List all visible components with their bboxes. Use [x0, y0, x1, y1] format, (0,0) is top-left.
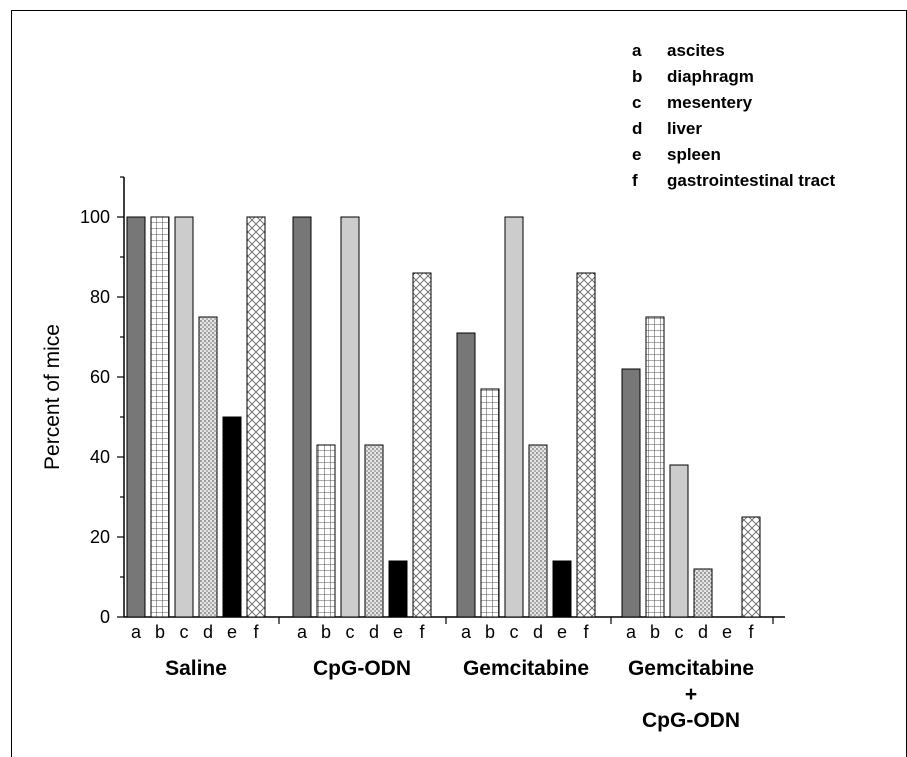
legend-label-d: liver — [667, 119, 702, 138]
bar-2-e — [388, 560, 408, 618]
bar-3-f — [576, 272, 596, 618]
bar-3-a — [456, 332, 476, 618]
bar-3-c — [504, 216, 524, 618]
bar-letter-label: f — [253, 622, 259, 642]
legend-label-c: mesentery — [667, 93, 753, 112]
group-label: Gemcitabine — [463, 657, 589, 680]
y-tick-label: 20 — [90, 527, 110, 547]
bar-3-d — [528, 444, 548, 618]
bar-letter-label: a — [297, 622, 308, 642]
group-label: Saline — [165, 657, 227, 680]
bar-3-b — [480, 388, 500, 618]
bar-2-a — [292, 216, 312, 618]
bar-4-d — [693, 568, 713, 618]
bar-letter-label: b — [650, 622, 660, 642]
group-labels: Saline CpG-ODN Gemcitabine Gemcitabine + CpG-… — [165, 657, 754, 732]
group-label: Gemcitabine — [628, 657, 754, 680]
bar-letter-label: e — [722, 622, 732, 642]
bars — [126, 216, 761, 618]
legend-key-a: a — [632, 41, 642, 60]
y-tick-label: 40 — [90, 447, 110, 467]
bar-4-c — [669, 464, 689, 618]
bar-2-d — [364, 444, 384, 618]
bar-letter-label: e — [557, 622, 567, 642]
bar-4-f — [741, 516, 761, 618]
legend-label-f: gastrointestinal tract — [667, 171, 835, 190]
bar-4-a — [621, 368, 641, 618]
group-label: + — [685, 683, 697, 706]
bar-1-f — [246, 216, 266, 618]
bar-4-b — [645, 316, 665, 618]
legend-label-e: spleen — [667, 145, 721, 164]
bar-2-b — [316, 444, 336, 618]
bar-letter-label: b — [485, 622, 495, 642]
bar-1-d — [198, 316, 218, 618]
y-tick-label: 100 — [80, 207, 110, 227]
bar-letter-label: d — [203, 622, 213, 642]
bar-letter-label: d — [369, 622, 379, 642]
group-label: CpG-ODN — [642, 709, 740, 732]
legend-key-c: c — [632, 93, 641, 112]
bar-1-a — [126, 216, 146, 618]
legend-key-f: f — [632, 171, 638, 190]
bar-letter-label: c — [675, 622, 684, 642]
bar-3-e — [552, 560, 572, 618]
bar-letter-label: f — [748, 622, 754, 642]
group-label: CpG-ODN — [313, 657, 411, 680]
bar-letter-label: d — [533, 622, 543, 642]
bar-letter-label: c — [346, 622, 355, 642]
y-axis-label: Percent of mice — [41, 324, 64, 470]
legend: a ascites b diaphragm c mesentery d liver e splee… — [632, 41, 835, 190]
bar-letter-label: a — [461, 622, 472, 642]
bar-letter-label: f — [419, 622, 425, 642]
legend-label-a: ascites — [667, 41, 725, 60]
bar-2-f — [412, 272, 432, 618]
bar-1-e — [222, 416, 242, 618]
bar-letter-label: b — [321, 622, 331, 642]
bar-1-c — [174, 216, 194, 618]
legend-key-b: b — [632, 67, 642, 86]
bar-letter-label: b — [155, 622, 165, 642]
legend-key-d: d — [632, 119, 642, 138]
y-tick-label: 60 — [90, 367, 110, 387]
bar-letter-label: a — [131, 622, 142, 642]
bar-letter-label: c — [180, 622, 189, 642]
y-tick-label: 80 — [90, 287, 110, 307]
bar-letter-label: c — [510, 622, 519, 642]
bar-letter-label: f — [583, 622, 589, 642]
bar-letter-label: a — [626, 622, 637, 642]
bar-letter-label: e — [393, 622, 403, 642]
bar-letter-label: e — [227, 622, 237, 642]
bar-1-b — [150, 216, 170, 618]
bar-letter-label: d — [698, 622, 708, 642]
bar-2-c — [340, 216, 360, 618]
y-tick-label: 0 — [100, 607, 110, 627]
legend-key-e: e — [632, 145, 641, 164]
legend-label-b: diaphragm — [667, 67, 754, 86]
